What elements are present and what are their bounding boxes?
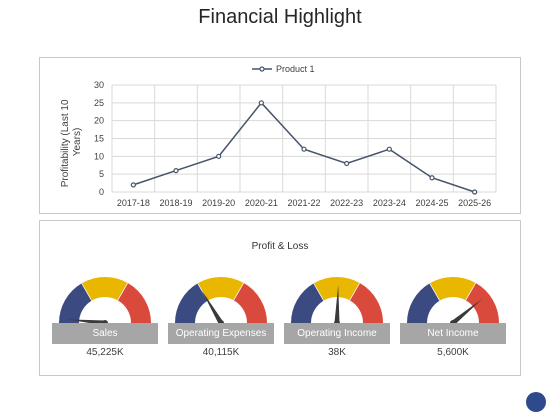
legend-label: Product 1 xyxy=(276,64,315,74)
gauge-value: 5,600K xyxy=(437,347,469,358)
profit-loss-panel: Profit & Loss Sales 45,225K Operating Ex… xyxy=(39,220,521,376)
data-point xyxy=(472,189,478,195)
gauge-value: 45,225K xyxy=(86,347,124,358)
gauge-segment-low xyxy=(175,283,209,324)
gauge-value: 40,115K xyxy=(202,347,240,358)
gauge-operating-income: Operating Income 38K xyxy=(284,257,390,358)
gauge-segment-high xyxy=(233,283,267,324)
gauge-segment-low xyxy=(291,283,325,324)
y-tick-label: 20 xyxy=(94,116,104,126)
gauge-needle xyxy=(334,285,340,324)
page-title: Financial Highlight xyxy=(198,6,362,28)
x-tick-label: 2025-26 xyxy=(458,198,491,208)
slide-nav-button[interactable] xyxy=(526,392,546,412)
data-point xyxy=(216,153,222,159)
x-tick-label: 2017-18 xyxy=(117,198,150,208)
x-tick-label: 2022-23 xyxy=(330,198,363,208)
gauge-dial xyxy=(291,277,383,326)
gauge-value: 38K xyxy=(328,347,346,358)
gauge-segment-mid xyxy=(198,277,244,301)
y-tick-label: 30 xyxy=(94,80,104,90)
line-chart-panel: Product 1 Profitability (Last 10 Years) … xyxy=(39,57,521,214)
gauge-segment-low xyxy=(59,283,93,324)
data-point xyxy=(344,160,350,167)
gauge-needle xyxy=(201,290,224,325)
y-tick-label: 5 xyxy=(99,169,104,179)
gauge-segment-low xyxy=(407,283,441,324)
profit-loss-title: Profit & Loss xyxy=(251,241,309,252)
y-tick-label: 10 xyxy=(94,151,104,161)
gauge-segment-mid xyxy=(82,277,128,301)
y-tick-label: 0 xyxy=(99,187,104,197)
gauge-label: Net Income xyxy=(400,323,506,344)
data-point xyxy=(386,146,392,152)
y-axis-title: Profitability (Last 10 Years) xyxy=(60,97,83,188)
data-point xyxy=(429,175,435,181)
gauge-segment-mid xyxy=(314,277,360,301)
data-point xyxy=(301,146,307,152)
gauge-separator xyxy=(81,282,93,301)
x-tick-label: 2023-24 xyxy=(373,198,406,208)
data-point xyxy=(130,182,136,188)
gauge-segment-mid xyxy=(430,277,476,301)
line-chart: Product 1 Profitability (Last 10 Years) … xyxy=(60,64,497,208)
gauge-segment-high xyxy=(349,283,383,324)
x-tick-label: 2021-22 xyxy=(287,198,320,208)
gauge-segment-high xyxy=(465,283,499,324)
gauge-net-income: Net Income 5,600K xyxy=(400,257,506,358)
x-tick-label: 2024-25 xyxy=(415,198,448,208)
gauge-label: Operating Expenses xyxy=(168,323,274,344)
gauge-separator xyxy=(429,282,441,301)
gauge-needle xyxy=(451,298,483,325)
data-point xyxy=(258,100,264,106)
gauge-dial xyxy=(175,277,267,326)
x-tick-label: 2019-20 xyxy=(202,198,235,208)
gauge-dial xyxy=(59,277,151,326)
gauge-label: Operating Income xyxy=(284,323,390,344)
data-point xyxy=(173,167,179,174)
gauge-label: Sales xyxy=(52,323,158,344)
gauge-dial xyxy=(407,277,499,326)
y-tick-label: 25 xyxy=(94,98,104,108)
x-tick-label: 2020-21 xyxy=(245,198,278,208)
x-tick-label: 2018-19 xyxy=(159,198,192,208)
gauge-segment-high xyxy=(117,283,151,324)
gauge-sales: Sales 45,225K xyxy=(52,257,158,358)
gauge-separator xyxy=(313,282,325,301)
y-tick-label: 15 xyxy=(94,134,104,144)
chart-legend: Product 1 xyxy=(252,64,315,74)
legend-marker-swatch xyxy=(259,66,265,72)
gauge-operating-expenses: Operating Expenses 40,115K xyxy=(168,257,274,358)
